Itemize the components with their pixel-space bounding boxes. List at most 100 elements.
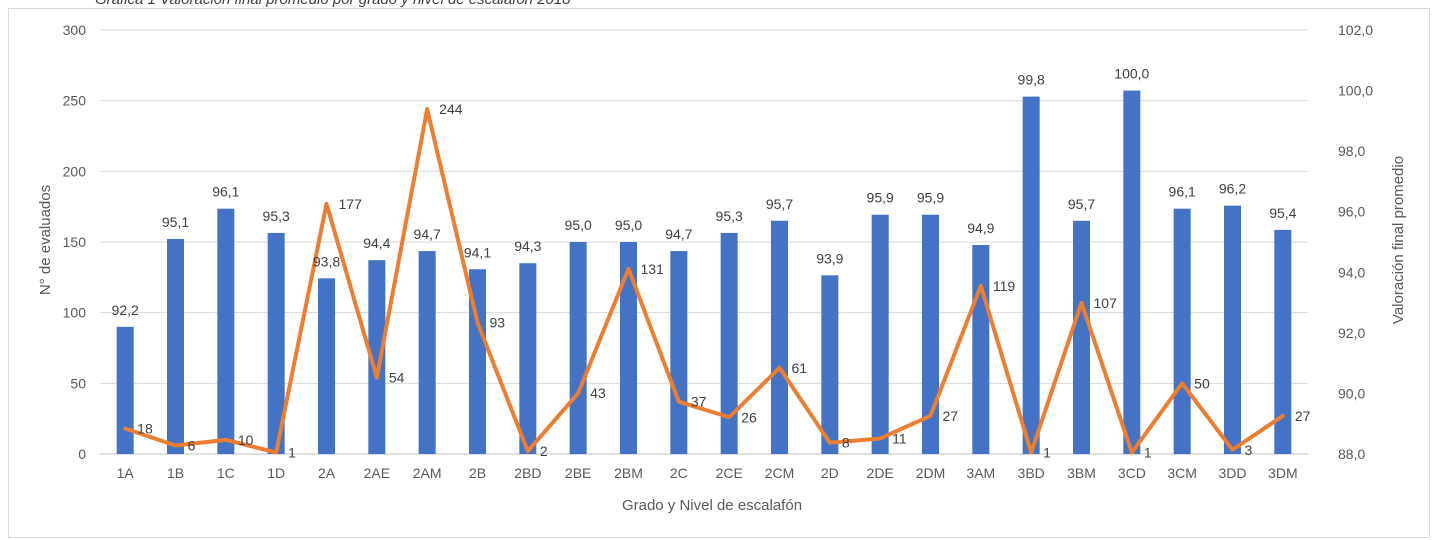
line-data-label: 8 xyxy=(842,435,850,451)
x-tick-label: 2CM xyxy=(765,465,795,481)
line-series xyxy=(123,107,1285,455)
x-tick-label: 2BE xyxy=(565,465,591,481)
x-tick-label: 2BM xyxy=(614,465,643,481)
bar-data-label: 93,9 xyxy=(816,250,843,266)
bar xyxy=(469,269,486,454)
bar xyxy=(771,220,788,454)
bar-data-label: 94,1 xyxy=(464,244,491,260)
y2-tick-label: 100,0 xyxy=(1338,83,1373,99)
x-tick-label: 2BD xyxy=(514,465,541,481)
gridlines xyxy=(100,29,1308,455)
x-tick-label: 1B xyxy=(167,465,184,481)
bar-data-label: 94,4 xyxy=(363,235,390,251)
x-tick-label: 3AM xyxy=(966,465,995,481)
line-data-label: 61 xyxy=(792,360,808,376)
left-axis: 0 50 100 150 200 250 300 xyxy=(63,22,87,462)
bar xyxy=(116,326,134,454)
x-tick-label: 2D xyxy=(821,465,839,481)
y-tick-label: 0 xyxy=(78,446,86,462)
line-data-label: 1 xyxy=(1144,445,1152,461)
x-tick-label: 3DM xyxy=(1268,465,1298,481)
chart-caption: Gráfica 1 Valoración final promedio por … xyxy=(95,0,571,8)
bar xyxy=(670,251,688,454)
bar xyxy=(972,245,990,454)
bar-data-label: 94,3 xyxy=(514,238,541,254)
x-axis-title: Grado y Nivel de escalafón xyxy=(622,497,802,514)
bar xyxy=(1274,229,1292,454)
bar-data-label: 95,9 xyxy=(867,190,894,206)
line-data-label: 1 xyxy=(288,445,296,461)
bar xyxy=(519,263,537,454)
bar xyxy=(569,242,587,454)
line-data-label: 10 xyxy=(238,432,254,448)
x-tick-label: 3BD xyxy=(1018,465,1045,481)
bar xyxy=(871,214,889,454)
x-tick-label: 3DD xyxy=(1218,465,1246,481)
line-data-label: 50 xyxy=(1194,375,1210,391)
line-data-label: 27 xyxy=(1295,408,1311,424)
bar-data-label: 95,0 xyxy=(565,217,592,233)
bar xyxy=(1224,205,1241,454)
line-data-label: 6 xyxy=(188,438,196,454)
line-data-label: 3 xyxy=(1245,442,1253,458)
y2-tick-label: 92,0 xyxy=(1338,325,1365,341)
bar-data-label: 100,0 xyxy=(1114,66,1149,82)
line-data-label: 37 xyxy=(691,394,707,410)
x-tick-label: 2AE xyxy=(364,465,390,481)
x-tick-label: 2B xyxy=(469,465,486,481)
x-tick-label: 3CD xyxy=(1118,465,1146,481)
bar xyxy=(720,232,738,454)
bar-data-label: 95,4 xyxy=(1269,205,1296,221)
bar-data-label: 99,8 xyxy=(1018,72,1045,88)
x-tick-label: 1C xyxy=(217,465,235,481)
x-tick-label: 3CM xyxy=(1167,465,1197,481)
line-data-label: 244 xyxy=(439,101,463,117)
bar xyxy=(1123,90,1141,455)
bar xyxy=(1022,96,1040,454)
y-tick-label: 150 xyxy=(63,234,87,250)
line-data-label: 11 xyxy=(892,430,907,446)
category-axis: 1A 1B 1C 1D 2A 2AE 2AM 2B 2BD 2BE 2BM 2C 2CE 2CM 2D 2DE… xyxy=(117,465,1298,481)
data-labels: 92,2 95,1 96,1 95,3 93,8 94,4 94,7 94,1 94,3 95,0… xyxy=(112,66,1311,461)
y2-tick-label: 88,0 xyxy=(1338,446,1365,462)
line-data-label: 1 xyxy=(1043,445,1051,461)
right-axis: 88,0 90,0 92,0 94,0 96,0 98,0 100,0 102,0 xyxy=(1338,22,1373,462)
bar-data-label: 93,8 xyxy=(313,253,340,269)
bar-data-label: 95,7 xyxy=(766,196,793,212)
bar-data-label: 92,2 xyxy=(112,302,139,318)
y-tick-label: 250 xyxy=(63,93,87,109)
y2-tick-label: 94,0 xyxy=(1338,264,1365,280)
bar-data-label: 95,3 xyxy=(263,208,290,224)
y2-tick-label: 102,0 xyxy=(1338,22,1373,38)
line-data-label: 177 xyxy=(339,196,363,212)
y2-tick-label: 90,0 xyxy=(1338,385,1365,401)
bar xyxy=(368,260,386,454)
line-data-label: 107 xyxy=(1094,295,1118,311)
bar xyxy=(1073,220,1090,454)
bar-data-label: 96,1 xyxy=(1169,184,1196,200)
line-data-label: 119 xyxy=(993,278,1016,294)
bar-data-label: 95,7 xyxy=(1068,196,1095,212)
y-tick-label: 50 xyxy=(70,375,86,391)
bar-data-label: 95,1 xyxy=(162,214,189,230)
line-data-label: 26 xyxy=(741,409,757,425)
line-data-label: 27 xyxy=(943,408,959,424)
bar-data-label: 94,9 xyxy=(967,220,994,236)
y-tick-label: 100 xyxy=(63,305,87,321)
bar-data-label: 96,1 xyxy=(212,184,239,200)
y-tick-label: 200 xyxy=(63,163,87,179)
line-path xyxy=(123,107,1285,455)
bar-data-label: 95,0 xyxy=(615,217,642,233)
line-data-label: 18 xyxy=(137,421,153,437)
x-tick-label: 2DE xyxy=(867,465,894,481)
line-data-label: 2 xyxy=(540,443,548,459)
bar xyxy=(922,214,939,454)
x-tick-label: 2CE xyxy=(716,465,743,481)
bar-data-label: 94,7 xyxy=(414,226,441,242)
bar xyxy=(267,232,285,454)
line-data-label: 43 xyxy=(590,385,606,401)
y-axis-title: N° de evaluados xyxy=(37,185,54,295)
x-tick-label: 1D xyxy=(267,465,285,481)
bar xyxy=(418,251,436,454)
